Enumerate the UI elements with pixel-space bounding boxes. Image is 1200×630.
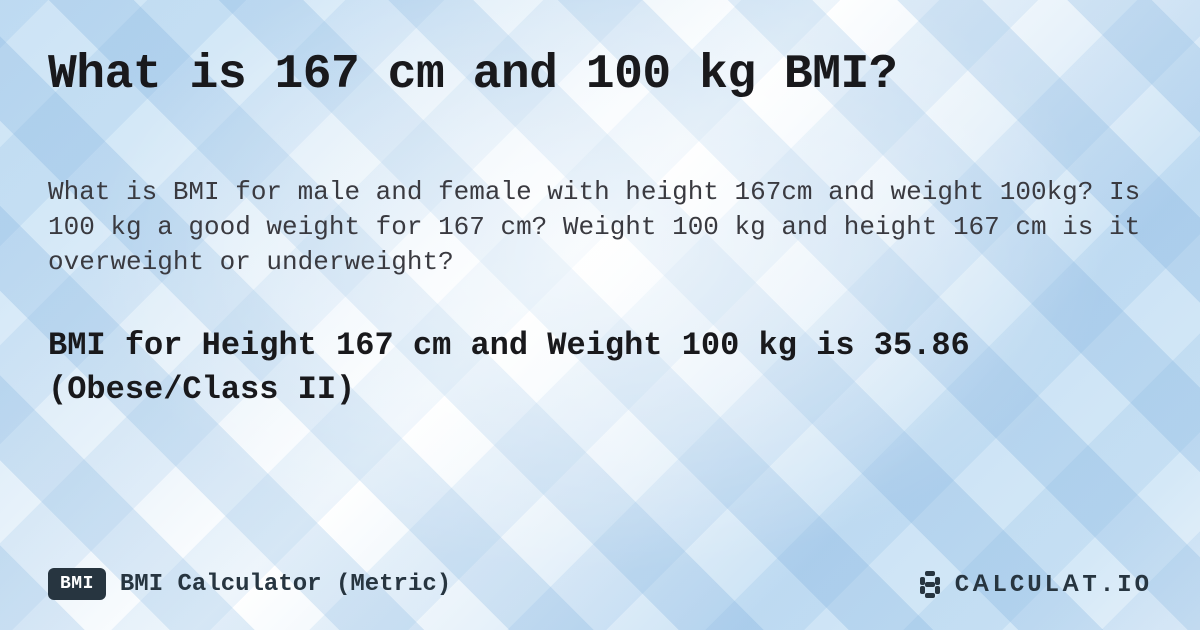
brand-logo-icon	[915, 569, 945, 599]
brand: CALCULAT.IO	[915, 569, 1152, 599]
footer-title: BMI Calculator (Metric)	[120, 571, 451, 598]
content-area: What is 167 cm and 100 kg BMI? What is B…	[0, 0, 1200, 630]
bmi-badge: BMI	[48, 568, 106, 600]
brand-text: CALCULAT.IO	[955, 570, 1152, 599]
page-heading: What is 167 cm and 100 kg BMI?	[48, 48, 1152, 103]
footer-left: BMI BMI Calculator (Metric)	[48, 568, 451, 600]
bmi-result: BMI for Height 167 cm and Weight 100 kg …	[48, 324, 1148, 410]
intro-paragraph: What is BMI for male and female with hei…	[48, 175, 1148, 280]
footer: BMI BMI Calculator (Metric) CALCULAT.IO	[48, 568, 1152, 600]
